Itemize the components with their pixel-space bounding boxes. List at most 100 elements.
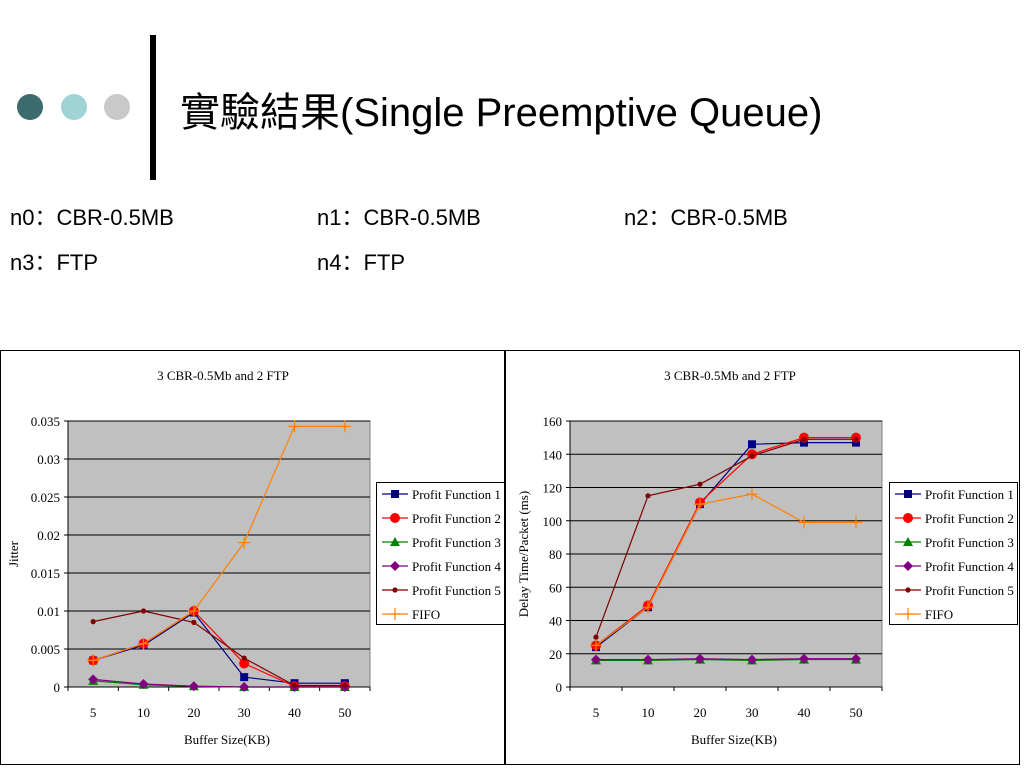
info-n2: n2：CBR-0.5MB: [624, 205, 788, 230]
chart-1-series-5-point: [191, 619, 197, 625]
charts-svg: 0 0.005 0.01 0.015 0.02 0.025 0.03 0.035 5 10 20 30…: [0, 350, 1020, 765]
chart-1-legend-label: Profit Function 3: [412, 535, 501, 550]
chart-1-series-4-point: [88, 674, 99, 685]
chart-2-x-axis-label: Buffer Size(KB): [691, 732, 777, 747]
chart-1-series-5-line: [93, 610, 345, 687]
chart-2-xtick-label: 10: [642, 705, 655, 720]
chart-1-series-5-point: [342, 682, 348, 689]
chart-1-legend-item: [382, 513, 408, 523]
chart-1-ytick-label: 0: [54, 680, 61, 695]
chart-1-legend-item: [382, 537, 408, 546]
chart-2-legend-label: Profit Function 4: [925, 559, 1014, 574]
chart-1-legend-item: [382, 490, 408, 498]
chart-1-xtick-label: 20: [187, 705, 200, 720]
chart-2-xtick-label: 30: [746, 705, 759, 720]
chart-1-legend-label: Profit Function 2: [412, 511, 501, 526]
chart-1-legend-item: [382, 608, 408, 620]
info-n1: n1：CBR-0.5MB: [317, 205, 481, 230]
chart-2-series-6: [590, 488, 862, 652]
chart-2-legend-label: Profit Function 1: [925, 487, 1014, 502]
chart-2-legend-item: [895, 490, 921, 498]
chart-2-ytick-label: 60: [549, 580, 562, 595]
chart-1-xtick-label: 40: [288, 705, 301, 720]
chart-1-plot-area: [67, 420, 371, 688]
slide-title: 實驗結果(Single Preemptive Queue): [180, 91, 823, 135]
chart-1-legend-label: FIFO: [412, 607, 440, 622]
chart-2-ytick-label: 80: [549, 547, 562, 562]
chart-1-legend-label: Profit Function 1: [412, 487, 501, 502]
chart-2-xtick-label: 50: [850, 705, 863, 720]
chart-1-series-5-point: [140, 608, 147, 614]
chart-1-ytick-label: 0.025: [31, 490, 60, 505]
chart-1-title: 3 CBR-0.5Mb and 2 FTP: [157, 368, 289, 383]
chart-2-series-5-line: [595, 438, 856, 638]
chart-1-x-axis-label: Buffer Size(KB): [184, 732, 270, 747]
chart-2-legend-label: FIFO: [925, 607, 953, 622]
dot-light-teal: [61, 94, 87, 120]
chart-1-legend-marker: [390, 561, 400, 571]
chart-1-series-4-point: [138, 678, 149, 689]
chart-1-series-6: [87, 420, 351, 667]
chart-1-ytick-label: 0.03: [37, 452, 60, 467]
chart-1-ytick-label: 0.005: [31, 642, 60, 657]
chart-2-legend-item: [895, 513, 921, 523]
chart-2-series-5-point: [593, 634, 599, 640]
chart-2-legend-marker: [903, 561, 913, 571]
chart-1-legend-item: [382, 587, 408, 593]
chart-2-series-5-point: [853, 436, 859, 442]
title-divider: [150, 35, 156, 180]
chart-2-y-axis-label: Delay Time/Packet (ms): [516, 491, 531, 617]
chart-2-series-4-point: [695, 653, 705, 664]
chart-1-legend-marker: [390, 537, 400, 546]
chart-1-series-5-point: [241, 655, 247, 661]
chart-2-ytick-label: 120: [543, 481, 563, 496]
chart-2-xtick-label: 40: [798, 705, 811, 720]
chart-2-series-5-point: [801, 436, 807, 442]
chart-2-title: 3 CBR-0.5Mb and 2 FTP: [664, 368, 796, 383]
chart-2-ytick-label: 140: [543, 447, 563, 462]
chart-1-legend: [376, 482, 505, 625]
chart-2-series-4: [591, 653, 861, 665]
chart-area: 0 0.005 0.01 0.015 0.02 0.025 0.03 0.035 5 10 20 30…: [0, 350, 1024, 768]
chart-2-series-4-point: [747, 654, 757, 665]
chart-1-ytick-label: 0.035: [31, 414, 60, 429]
chart-1-xtick-label: 10: [137, 705, 150, 720]
chart-1-series-1-line: [92, 611, 345, 684]
chart-2-ytick-label: 0: [556, 680, 563, 695]
chart-2-legend-item: [895, 587, 921, 593]
chart-2-legend-label: Profit Function 5: [925, 583, 1014, 598]
chart-1-legend-item: [382, 561, 408, 571]
chart-1-legend-marker: [391, 490, 399, 498]
info-n3: n3：FTP: [10, 250, 99, 275]
chart-2-xtick-label: 5: [593, 705, 600, 720]
chart-2-legend-item: [895, 561, 921, 571]
chart-1-series-5: [90, 608, 348, 689]
chart-1-xtick-label: 5: [90, 705, 97, 720]
chart-1-series-5-point: [90, 619, 96, 625]
chart-1-legend-label: Profit Function 5: [412, 583, 501, 598]
info-n4: n4：FTP: [317, 250, 406, 275]
chart-2-series-5-point: [749, 453, 755, 459]
chart-1-y-axis-label: Jitter: [6, 540, 21, 567]
chart-1-xtick-label: 30: [238, 705, 251, 720]
chart-2-series-5-point: [697, 481, 703, 487]
chart-2-series-4-line: [596, 658, 856, 661]
chart-2-ytick-label: 20: [549, 647, 562, 662]
chart-2-ytick-label: 160: [543, 414, 563, 429]
chart-2-legend-label: Profit Function 2: [925, 511, 1014, 526]
chart-1-series-4-line: [93, 678, 345, 688]
chart-1-series-2-point: [239, 658, 250, 669]
chart-2-xtick-label: 20: [694, 705, 707, 720]
chart-2-series-3-line: [596, 658, 856, 662]
chart-2-series-6-line: [595, 493, 856, 646]
chart-1-ytick-label: 0.015: [31, 566, 60, 581]
chart-2-series-4-point: [851, 653, 861, 664]
chart-2-legend-marker: [903, 513, 913, 523]
chart-2-legend: [889, 482, 1018, 625]
chart-2-series-1-point: [748, 440, 756, 449]
chart-2-legend-marker: [904, 490, 912, 498]
chart-1-series-4-point: [239, 682, 250, 692]
chart-1-legend-label: Profit Function 4: [412, 559, 501, 574]
chart-2-ytick-label: 40: [549, 614, 562, 629]
chart-1-series-4-point: [188, 681, 199, 692]
